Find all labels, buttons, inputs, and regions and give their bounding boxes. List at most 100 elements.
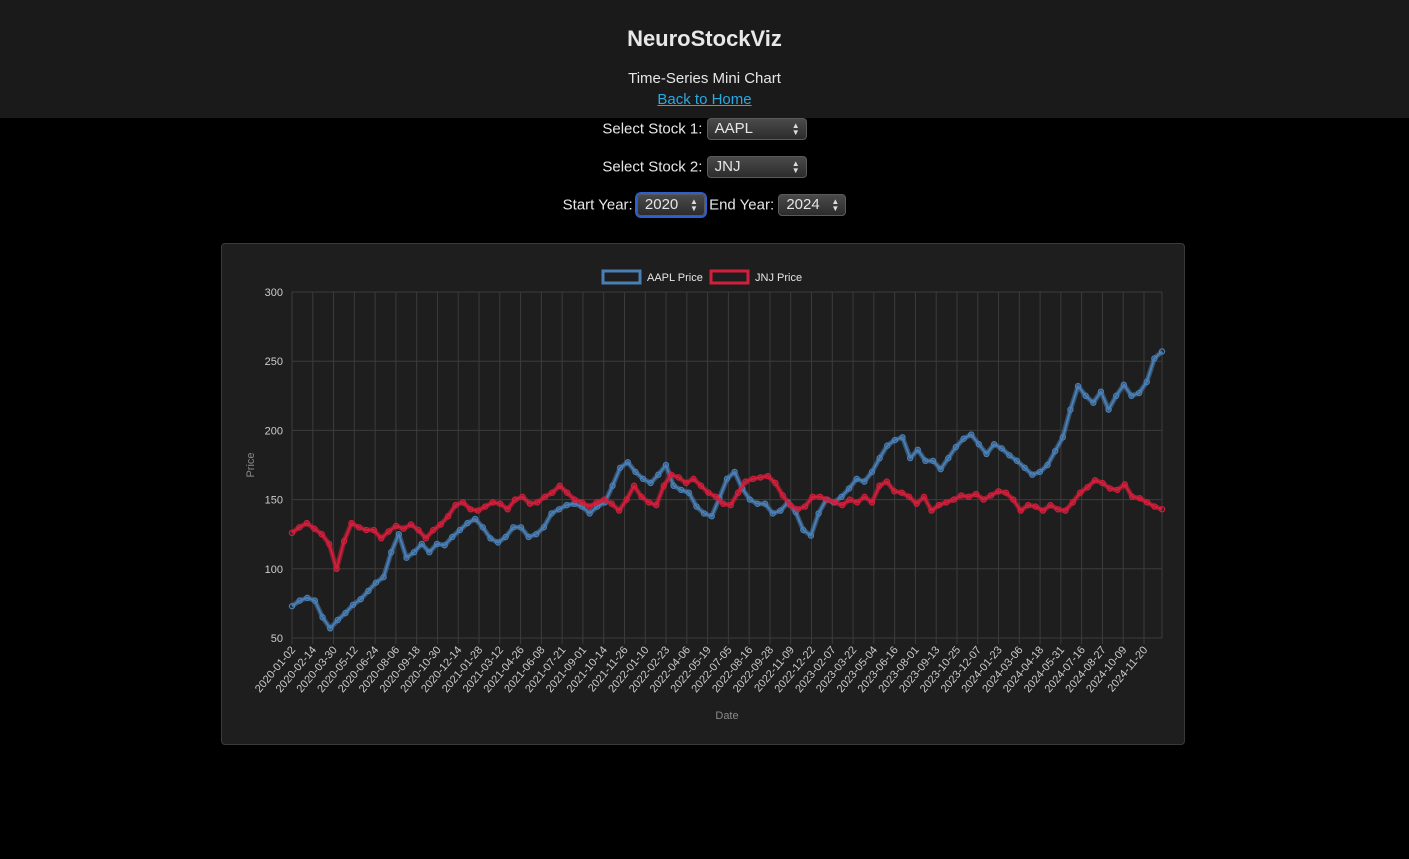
data-point <box>380 573 387 581</box>
select-arrows-icon: ▲ ▼ <box>791 159 800 175</box>
data-point <box>534 499 541 506</box>
data-point <box>876 482 883 489</box>
data-point <box>972 490 980 498</box>
stock2-select[interactable]: JNJ ▲ ▼ <box>706 156 807 178</box>
data-point <box>700 510 708 517</box>
data-point <box>660 482 667 489</box>
start-year-select[interactable]: 2020 ▲ ▼ <box>636 194 705 216</box>
stock1-label: Select Stock 1: <box>602 120 703 138</box>
data-point <box>418 540 425 548</box>
data-point <box>1129 493 1136 501</box>
legend-swatch-jnj <box>709 269 750 285</box>
data-point <box>1002 489 1010 496</box>
data-point <box>504 506 511 513</box>
data-point <box>816 493 824 501</box>
data-point <box>749 475 757 483</box>
data-point <box>319 614 326 621</box>
data-point <box>400 525 407 532</box>
data-point <box>1047 501 1054 509</box>
data-point <box>326 625 334 632</box>
data-point <box>1091 477 1099 484</box>
data-point <box>998 445 1005 452</box>
data-point <box>357 596 364 603</box>
data-point <box>929 457 937 465</box>
data-point <box>883 478 891 485</box>
data-point <box>340 537 348 545</box>
back-to-home-label[interactable]: Back to Home <box>657 91 752 108</box>
data-point <box>407 521 415 528</box>
chart-card: 50 100 150 200 250 300 2020-01-02 2020-02-14 202… <box>221 243 1185 745</box>
y-tick-label: 200 <box>265 425 283 437</box>
data-point <box>1114 486 1121 494</box>
data-point <box>1069 499 1076 506</box>
data-point <box>474 507 482 514</box>
data-point <box>787 501 794 509</box>
data-point <box>422 535 430 542</box>
data-point <box>950 496 957 503</box>
data-point <box>861 478 868 485</box>
data-point <box>952 443 960 451</box>
data-point <box>325 540 333 548</box>
end-year-select[interactable]: 2024 ▲ ▼ <box>778 194 847 216</box>
data-point <box>365 587 372 595</box>
data-point <box>769 510 776 517</box>
stock1-value: AAPL <box>714 120 753 137</box>
data-point <box>489 499 496 506</box>
data-point <box>853 475 860 483</box>
data-point <box>906 454 914 462</box>
series-jnj <box>288 471 1166 572</box>
series-aapl-line <box>291 350 1163 630</box>
y-tick-label: 150 <box>265 495 283 507</box>
stock1-select[interactable]: AAPL ▲ ▼ <box>706 118 807 140</box>
data-point <box>913 500 920 507</box>
data-point <box>1084 483 1091 491</box>
data-point <box>945 454 952 462</box>
data-point <box>311 597 319 604</box>
data-point <box>995 488 1002 495</box>
data-point <box>1099 479 1106 487</box>
data-point <box>392 522 400 530</box>
data-point <box>742 478 749 485</box>
select-arrows-icon: ▲ ▼ <box>689 197 698 213</box>
data-point <box>727 501 734 509</box>
data-point <box>868 468 876 476</box>
data-point <box>471 515 479 523</box>
data-point <box>638 493 645 501</box>
series-aapl-halo <box>290 349 1164 631</box>
data-point <box>697 482 705 489</box>
data-point <box>1105 406 1112 413</box>
data-point <box>1010 496 1017 503</box>
data-point <box>1067 406 1074 413</box>
data-point <box>511 496 519 503</box>
data-point <box>987 492 995 499</box>
series-aapl <box>288 348 1166 632</box>
data-point <box>1151 503 1158 510</box>
data-point <box>824 496 831 503</box>
data-point <box>800 526 807 534</box>
data-point <box>723 475 731 483</box>
data-point <box>303 519 311 527</box>
data-point <box>682 479 690 487</box>
data-point <box>549 489 556 496</box>
data-point <box>467 506 474 513</box>
data-point <box>433 540 441 548</box>
data-point <box>1097 388 1105 395</box>
data-point <box>1077 489 1084 496</box>
data-point <box>497 500 504 507</box>
data-point <box>517 524 525 531</box>
price-chart[interactable]: 501001502002503002020-01-022020-02-14202… <box>222 244 1184 744</box>
data-point <box>363 526 370 534</box>
back-to-home-link[interactable]: Back to Home <box>0 91 1409 108</box>
data-point <box>861 493 868 501</box>
data-point <box>348 519 355 527</box>
data-point <box>615 507 623 514</box>
data-point <box>456 526 464 534</box>
data-point <box>318 531 325 538</box>
data-point <box>1017 507 1024 514</box>
data-point <box>372 579 380 586</box>
data-point <box>662 461 670 469</box>
data-point <box>548 510 555 517</box>
legend-label-aapl: AAPL Price <box>647 272 703 284</box>
data-point <box>464 519 471 527</box>
data-point <box>920 493 928 501</box>
